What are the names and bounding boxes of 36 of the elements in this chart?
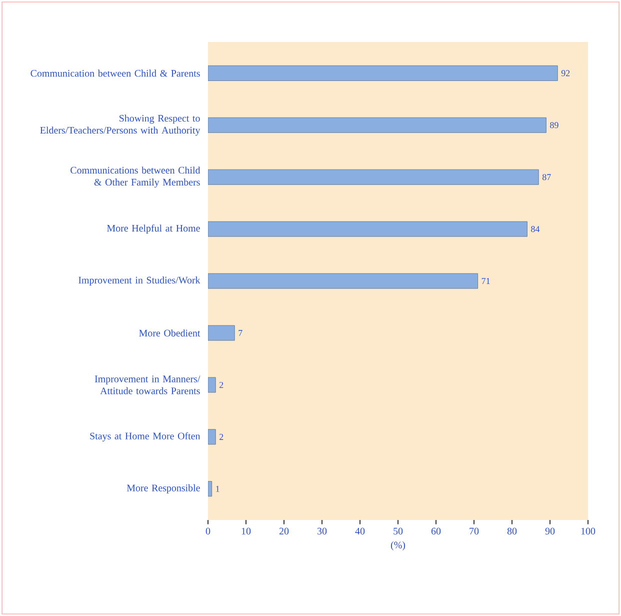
x-tick-label: 100 (581, 528, 596, 534)
y-tick-label: Improvement in Studies/Work (78, 276, 200, 286)
data-label: 2 (220, 382, 224, 388)
y-tick-label: Stays at Home More Often (90, 432, 200, 442)
x-tick-label: 20 (279, 528, 289, 534)
x-axis-title: (%) (390, 541, 406, 550)
y-tick-label: Communication between Child & Parents (30, 70, 200, 77)
data-label: 87 (542, 174, 551, 180)
y-tick-label: More Responsible (126, 484, 200, 494)
data-label: 7 (238, 330, 242, 336)
data-label: 2 (220, 434, 224, 440)
x-tick-label: 40 (355, 528, 365, 534)
y-tick-label: Communications between Child & Other Family Members (70, 166, 200, 188)
data-label: 1 (216, 486, 220, 492)
x-tick-label: 80 (507, 528, 517, 534)
bar (208, 221, 528, 237)
x-tick-label: 60 (431, 528, 441, 534)
bar (208, 65, 558, 81)
bar (208, 169, 539, 185)
data-label: 71 (482, 278, 490, 284)
x-tick-label: 0 (206, 528, 210, 534)
x-tick-label: 10 (242, 528, 251, 534)
x-tick-label: 30 (318, 528, 327, 534)
x-tick-label: 50 (394, 528, 403, 534)
y-tick-label: Improvement in Manners/ Attitude towards Parents (94, 376, 200, 394)
bar (208, 273, 478, 289)
x-tick-label: 90 (545, 528, 555, 534)
x-tick-label: 70 (470, 528, 479, 534)
data-label: 92 (561, 70, 570, 76)
data-label: 89 (550, 122, 558, 128)
bar (208, 117, 546, 133)
y-tick-label: More Helpful at Home (106, 224, 200, 234)
bar (208, 325, 235, 341)
data-label: 84 (531, 226, 540, 232)
y-tick-label: More Obedient (139, 329, 200, 336)
y-tick-label: Showing Respect to Elders/Teachers/Persons with Authority (40, 114, 200, 136)
